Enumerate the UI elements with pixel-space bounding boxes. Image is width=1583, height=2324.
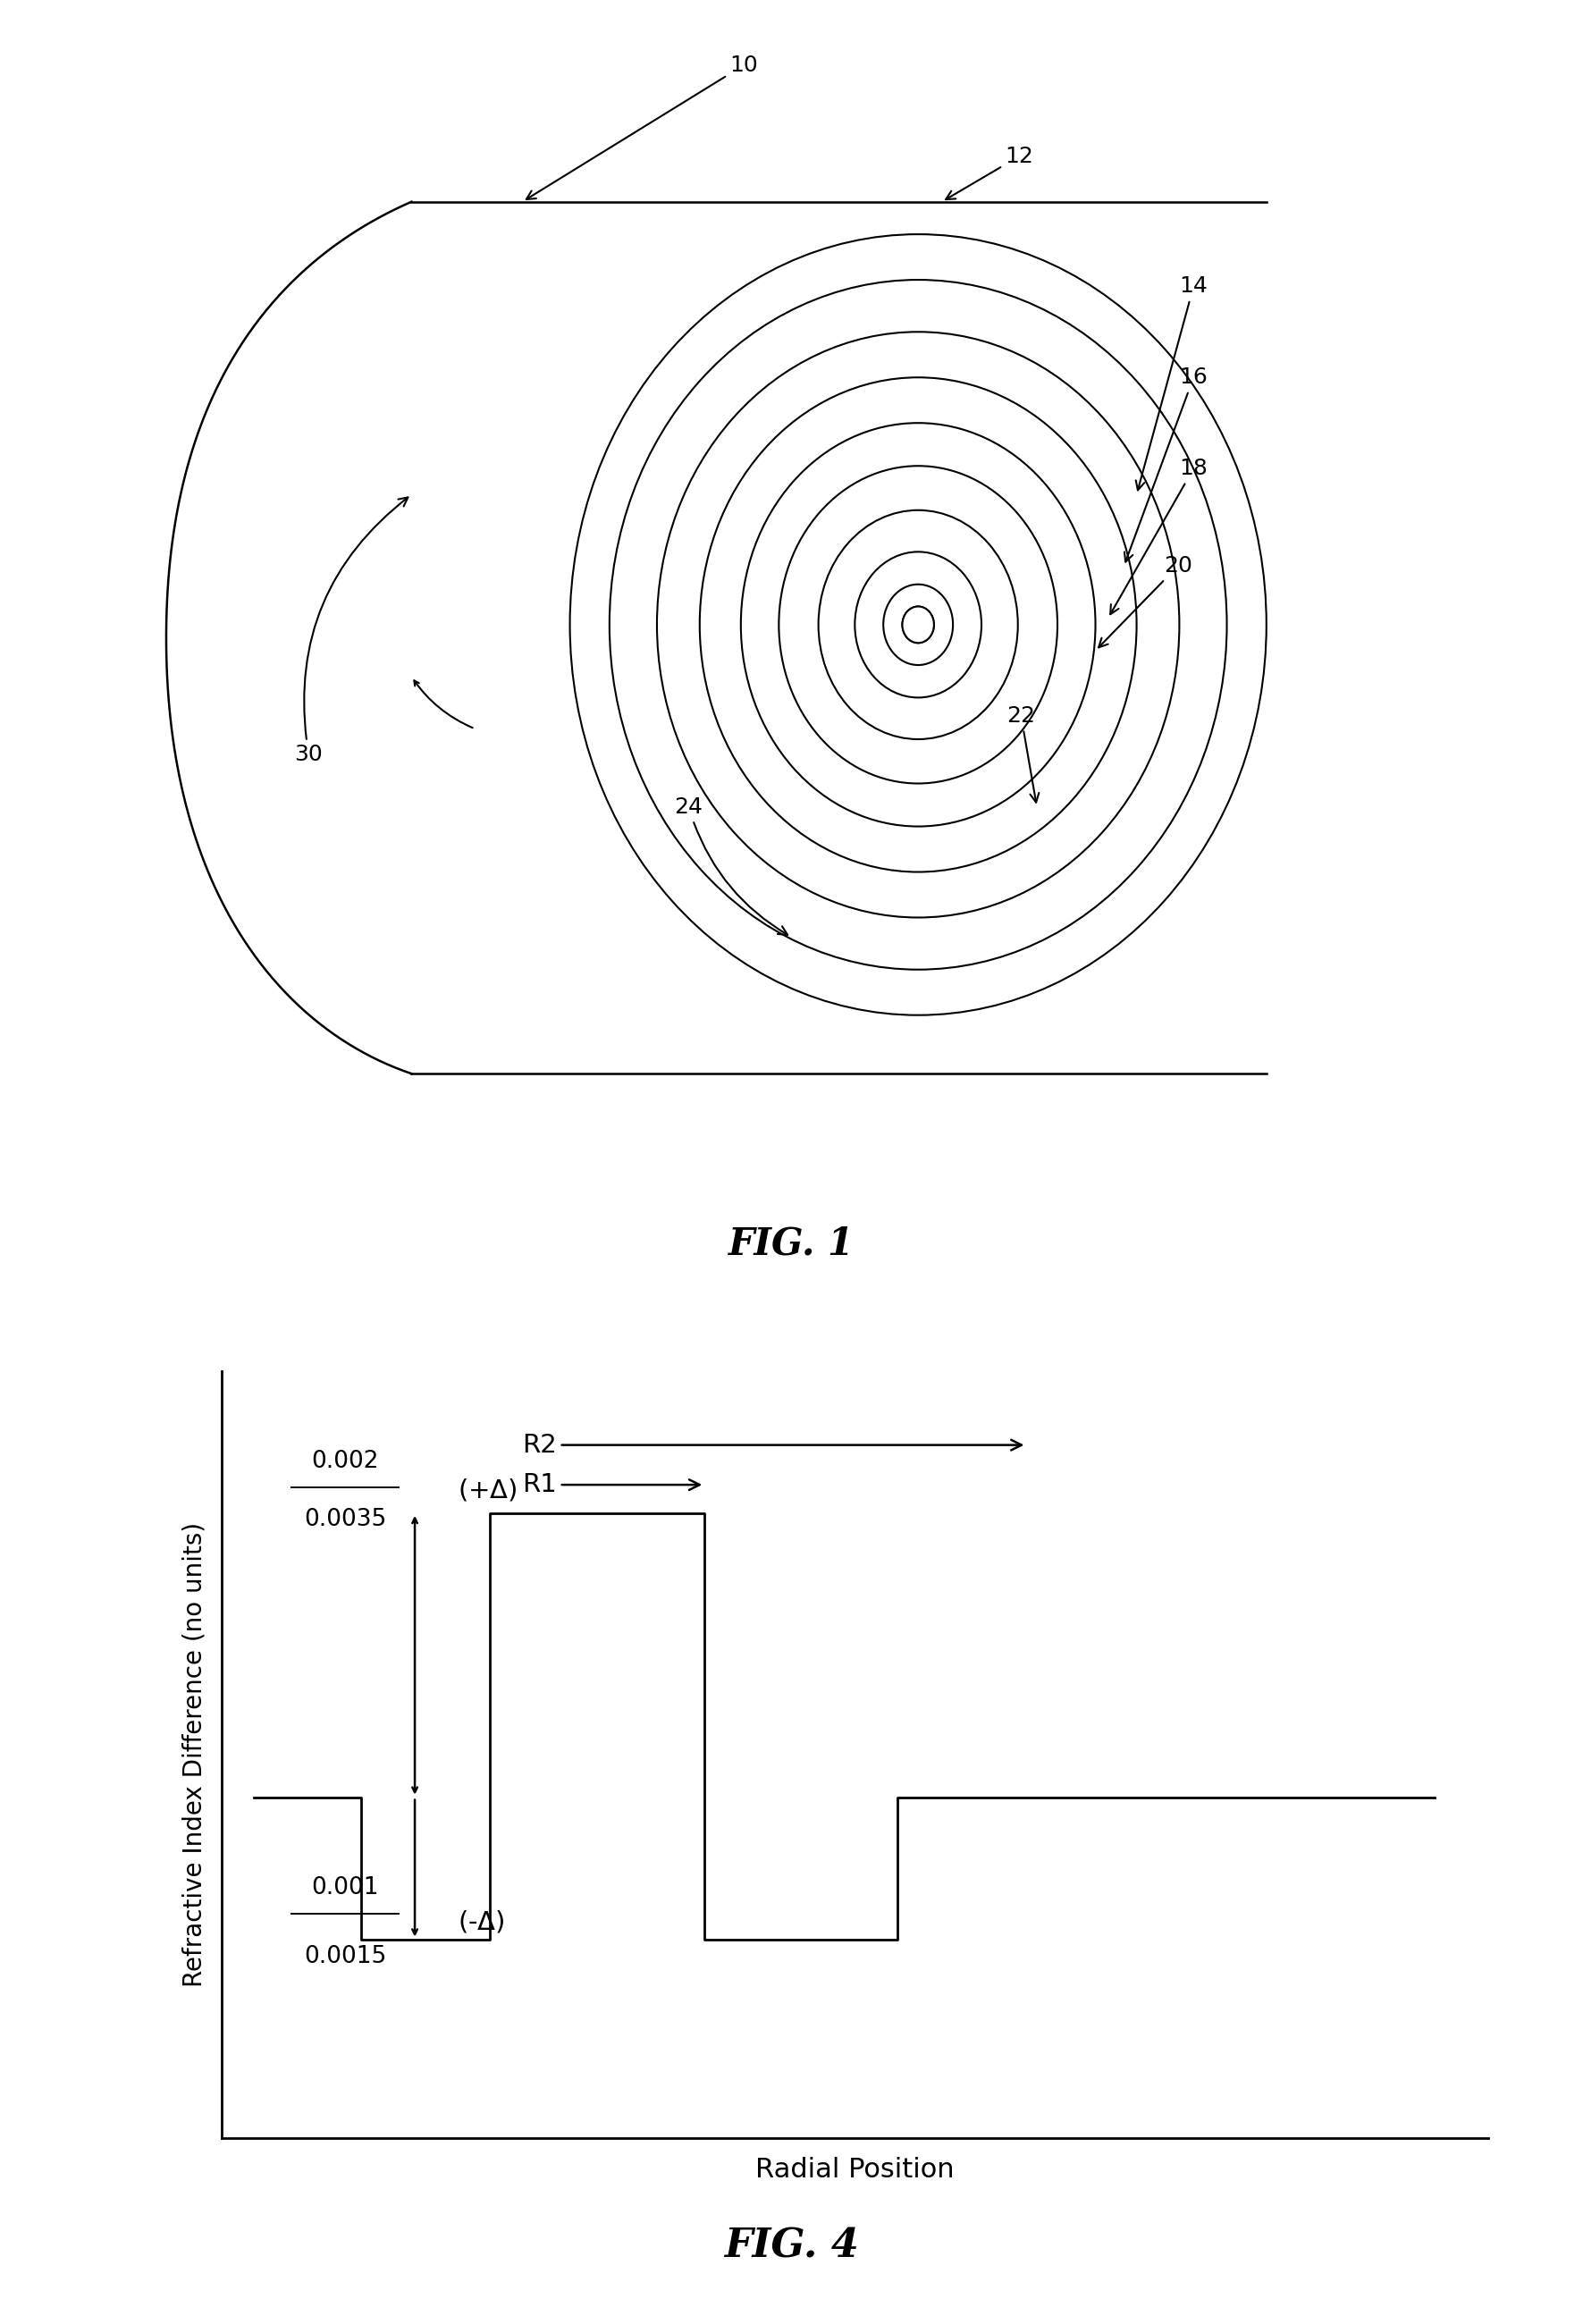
- Text: 16: 16: [1124, 367, 1208, 562]
- Text: 12: 12: [945, 146, 1034, 200]
- Text: 30: 30: [294, 497, 408, 765]
- Text: 0.001: 0.001: [312, 1875, 378, 1899]
- Text: 0.002: 0.002: [312, 1450, 378, 1473]
- Text: 24: 24: [674, 797, 788, 934]
- Text: FIG. 4: FIG. 4: [723, 2226, 860, 2266]
- Text: 22: 22: [1007, 704, 1038, 802]
- Text: 14: 14: [1137, 277, 1208, 490]
- X-axis label: Radial Position: Radial Position: [755, 2157, 955, 2182]
- Text: R2: R2: [522, 1432, 1021, 1457]
- Text: (+$\Delta$): (+$\Delta$): [457, 1478, 518, 1504]
- Ellipse shape: [902, 607, 934, 644]
- Text: 0.0035: 0.0035: [304, 1508, 386, 1532]
- Text: 0.0015: 0.0015: [304, 1945, 386, 1968]
- Text: 10: 10: [526, 53, 758, 200]
- Text: FIG. 1: FIG. 1: [728, 1225, 855, 1262]
- Y-axis label: Refractive Index Difference (no units): Refractive Index Difference (no units): [182, 1522, 207, 1987]
- Text: (-$\Delta$): (-$\Delta$): [457, 1910, 505, 1936]
- Text: 20: 20: [1099, 555, 1192, 648]
- Text: R1: R1: [522, 1473, 700, 1497]
- Text: 18: 18: [1110, 458, 1208, 614]
